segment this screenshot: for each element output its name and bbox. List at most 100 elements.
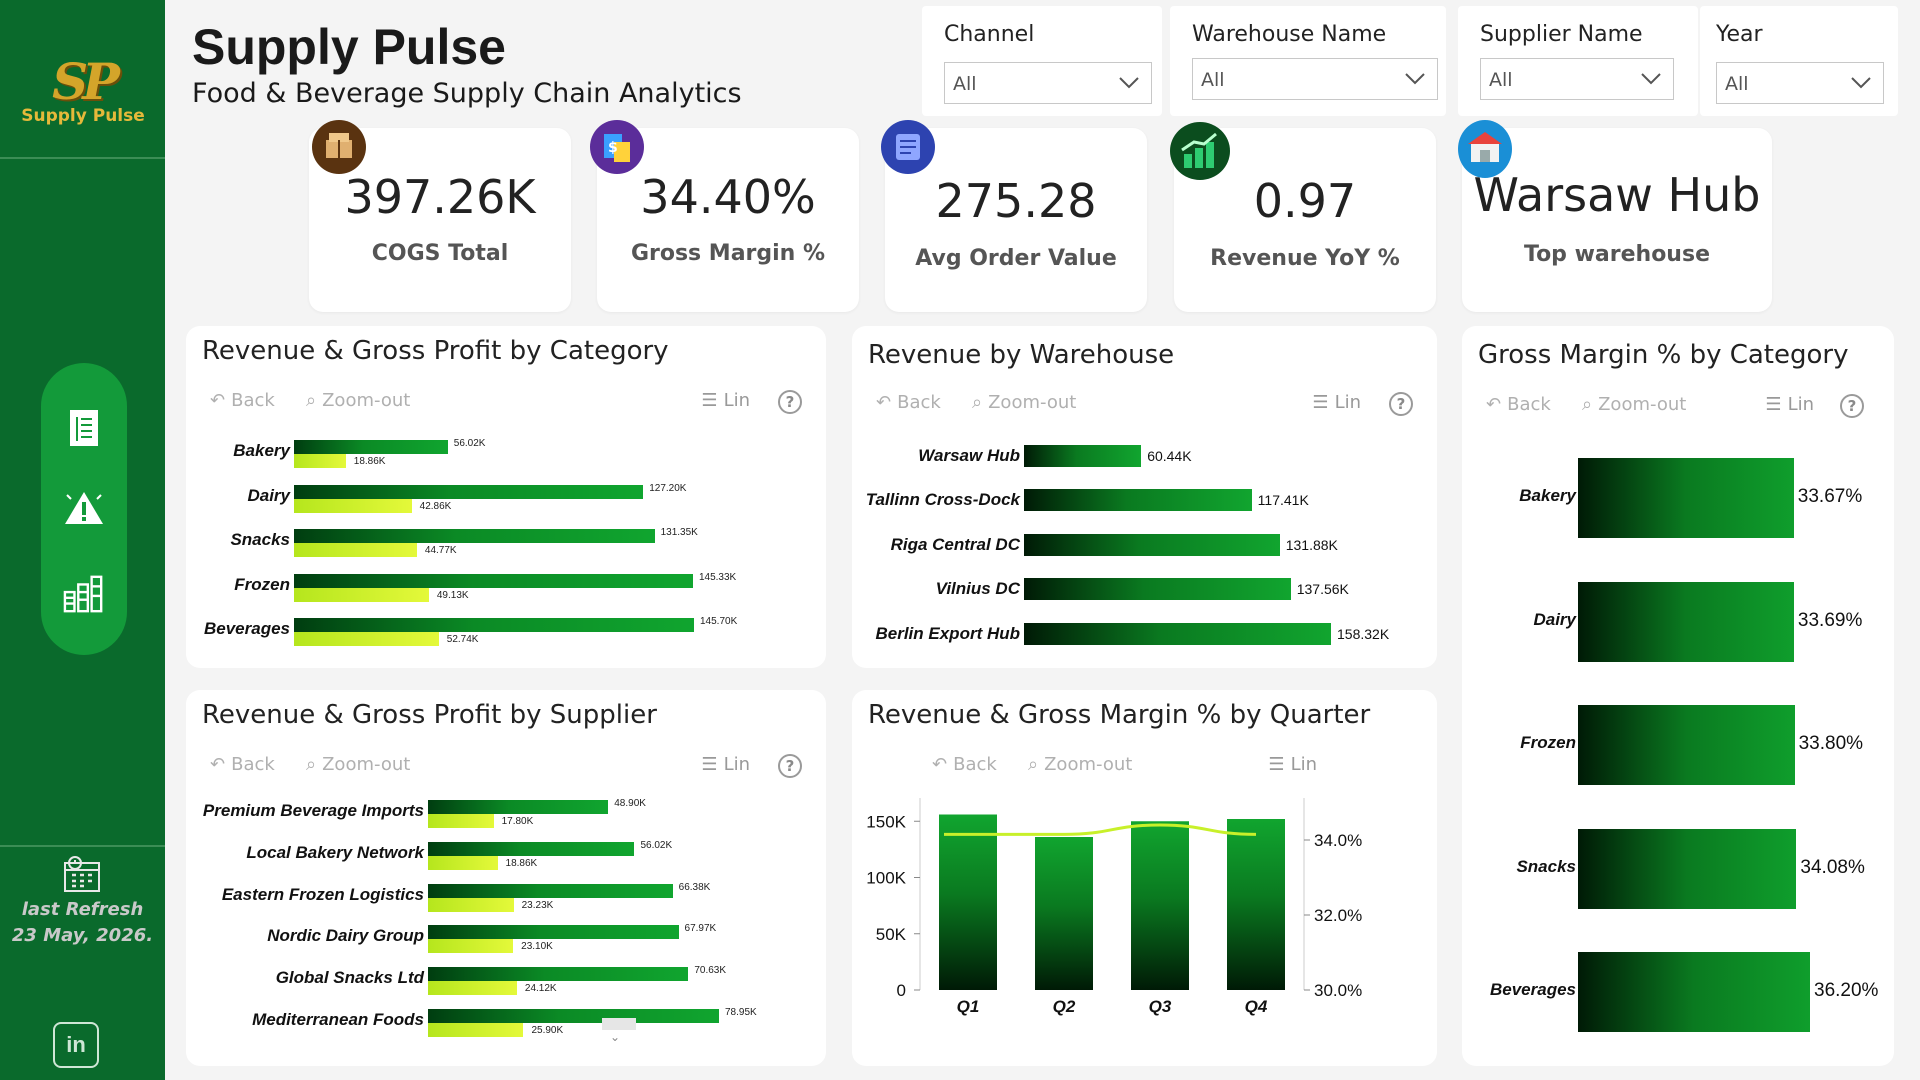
help-icon: ? xyxy=(1389,392,1413,416)
panel-title: Revenue by Warehouse xyxy=(868,340,1175,370)
zoom-out-button[interactable]: ⌕ Zoom-out xyxy=(306,390,410,411)
gross-profit-value-label: 52.74K xyxy=(446,634,479,645)
zoom-out-icon: ⌕ xyxy=(306,390,317,411)
help-button[interactable]: ? xyxy=(1389,392,1413,416)
lin-button[interactable]: ☰ Lin xyxy=(701,390,750,411)
y-left-tick: 100K xyxy=(866,869,906,888)
zoom-out-label: Zoom-out xyxy=(988,392,1077,413)
gm-category-label: Snacks xyxy=(1516,856,1576,876)
panel-warehouse: Revenue by Warehouse ↶ Back ⌕ Zoom-out ☰ Li… xyxy=(852,326,1437,668)
kpi-cogs-label: COGS Total xyxy=(371,241,509,266)
filter-supplier-dropdown[interactable]: All xyxy=(1480,58,1674,100)
dollar-docs-icon: $ xyxy=(590,120,644,174)
panel-title: Revenue & Gross Margin % by Quarter xyxy=(868,700,1371,730)
back-button[interactable]: ↶ Back xyxy=(932,754,997,775)
nav-finance-icon[interactable] xyxy=(63,571,105,617)
gross-margin-value-label: 34.08% xyxy=(1800,856,1865,878)
lin-label: Lin xyxy=(1290,754,1317,775)
filter-channel-label: Channel xyxy=(944,22,1035,47)
y-right-tick: 30.0% xyxy=(1314,981,1362,1000)
warehouse-label: Tallinn Cross-Dock xyxy=(865,490,1020,510)
zoom-out-button[interactable]: ⌕ Zoom-out xyxy=(1582,394,1686,415)
back-button[interactable]: ↶ Back xyxy=(876,392,941,413)
list-icon: ☰ xyxy=(701,390,718,411)
gm-category-label: Beverages xyxy=(1489,980,1576,999)
filter-supplier: Supplier Name All xyxy=(1458,6,1698,116)
scroll-handle[interactable] xyxy=(602,1018,636,1030)
filter-warehouse-dropdown[interactable]: All xyxy=(1192,58,1438,100)
sidebar: SP Supply Pulse last Refresh 23 May, 202… xyxy=(0,0,165,1080)
boxes-icon xyxy=(312,120,366,174)
back-label: Back xyxy=(1507,394,1551,415)
help-button[interactable]: ? xyxy=(778,390,802,414)
category-label: Mediterranean Foods xyxy=(252,1010,424,1029)
panel-category: Revenue & Gross Profit by Category ↶ Back… xyxy=(186,326,826,668)
quarter-label: Q3 xyxy=(1149,997,1172,1016)
linkedin-label: in xyxy=(66,1032,86,1057)
revenue-value-label: 56.02K xyxy=(453,438,486,449)
warehouse-label: Riga Central DC xyxy=(890,534,1020,554)
lin-button[interactable]: ☰ Lin xyxy=(1268,754,1317,775)
revenue-bar xyxy=(294,529,655,543)
filter-channel-value: All xyxy=(953,73,977,95)
warehouse-value-label: 60.44K xyxy=(1147,448,1192,464)
zoom-out-label: Zoom-out xyxy=(1044,754,1133,775)
zoom-out-icon: ⌕ xyxy=(1582,394,1593,415)
nav-report-icon[interactable] xyxy=(63,405,105,451)
help-button[interactable]: ? xyxy=(1840,394,1864,418)
lin-button[interactable]: ☰ Lin xyxy=(701,754,750,775)
linkedin-icon[interactable]: in xyxy=(53,1022,99,1068)
gross-profit-value-label: 18.86K xyxy=(505,857,538,869)
category-label: Eastern Frozen Logistics xyxy=(221,884,424,904)
lin-label: Lin xyxy=(1787,394,1814,415)
category-label: Dairy xyxy=(247,485,290,505)
y-left-tick: 0 xyxy=(897,981,906,1000)
kpi-avg-order-value: 275.28 xyxy=(935,174,1097,228)
zoom-out-button[interactable]: ⌕ Zoom-out xyxy=(306,754,410,775)
filter-year-label: Year xyxy=(1716,22,1763,47)
filter-warehouse-value: All xyxy=(1201,69,1225,91)
back-arrow-icon: ↶ xyxy=(210,754,226,775)
panel-title: Gross Margin % by Category xyxy=(1478,340,1849,370)
page-subtitle: Food & Beverage Supply Chain Analytics xyxy=(192,78,742,109)
gross-profit-bar xyxy=(428,981,517,996)
panel-title: Revenue & Gross Profit by Supplier xyxy=(202,700,657,730)
chart-toolbar: ↶ Back ⌕ Zoom-out ☰ Lin ? xyxy=(210,752,802,780)
panel-quarter: Revenue & Gross Margin % by Quarter ↶ Bac… xyxy=(852,690,1437,1066)
warehouse-value-label: 131.88K xyxy=(1285,536,1338,553)
kpi-gross-margin-label: Gross Margin % xyxy=(630,241,826,266)
back-button[interactable]: ↶ Back xyxy=(1486,394,1551,415)
revenue-value-label: 127.20K xyxy=(649,482,687,494)
revenue-bar xyxy=(294,440,448,454)
warehouse-label: Berlin Export Hub xyxy=(875,623,1020,643)
warehouse-value-label: 158.32K xyxy=(1337,625,1390,642)
zoom-out-button[interactable]: ⌕ Zoom-out xyxy=(1028,754,1132,775)
filter-year-dropdown[interactable]: All xyxy=(1716,62,1884,104)
zoom-out-button[interactable]: ⌕ Zoom-out xyxy=(972,392,1076,413)
calendar-clock-icon xyxy=(0,855,165,893)
gross-profit-bar xyxy=(294,587,429,602)
gross-profit-value-label: 18.86K xyxy=(353,456,386,467)
gm-category-label: Bakery xyxy=(1519,486,1576,505)
revenue-bar xyxy=(428,883,673,898)
back-button[interactable]: ↶ Back xyxy=(210,754,275,775)
gross-profit-value-label: 23.23K xyxy=(521,899,554,911)
revenue-bar xyxy=(294,573,693,588)
lin-button[interactable]: ☰ Lin xyxy=(1765,394,1814,415)
help-button[interactable]: ? xyxy=(778,754,802,778)
sidebar-divider xyxy=(0,157,165,159)
nav-alert-icon[interactable] xyxy=(63,485,105,531)
warehouse-value-label: 137.56K xyxy=(1296,581,1349,598)
gross-profit-bar xyxy=(428,1023,524,1037)
warehouse-revenue-bar xyxy=(1024,533,1280,556)
kpi-avg-order-label: Avg Order Value xyxy=(915,246,1117,271)
category-label: Global Snacks Ltd xyxy=(275,968,424,988)
chevron-down-icon[interactable]: ⌄ xyxy=(610,1030,621,1044)
revenue-value-label: 145.70K xyxy=(700,616,738,627)
kpi-cogs-card: 397.26K COGS Total xyxy=(309,128,571,312)
lin-button[interactable]: ☰ Lin xyxy=(1312,392,1361,413)
filter-channel-dropdown[interactable]: All xyxy=(944,62,1152,104)
zoom-out-icon: ⌕ xyxy=(1028,754,1039,775)
panel-title: Revenue & Gross Profit by Category xyxy=(202,336,669,366)
back-button[interactable]: ↶ Back xyxy=(210,390,275,411)
